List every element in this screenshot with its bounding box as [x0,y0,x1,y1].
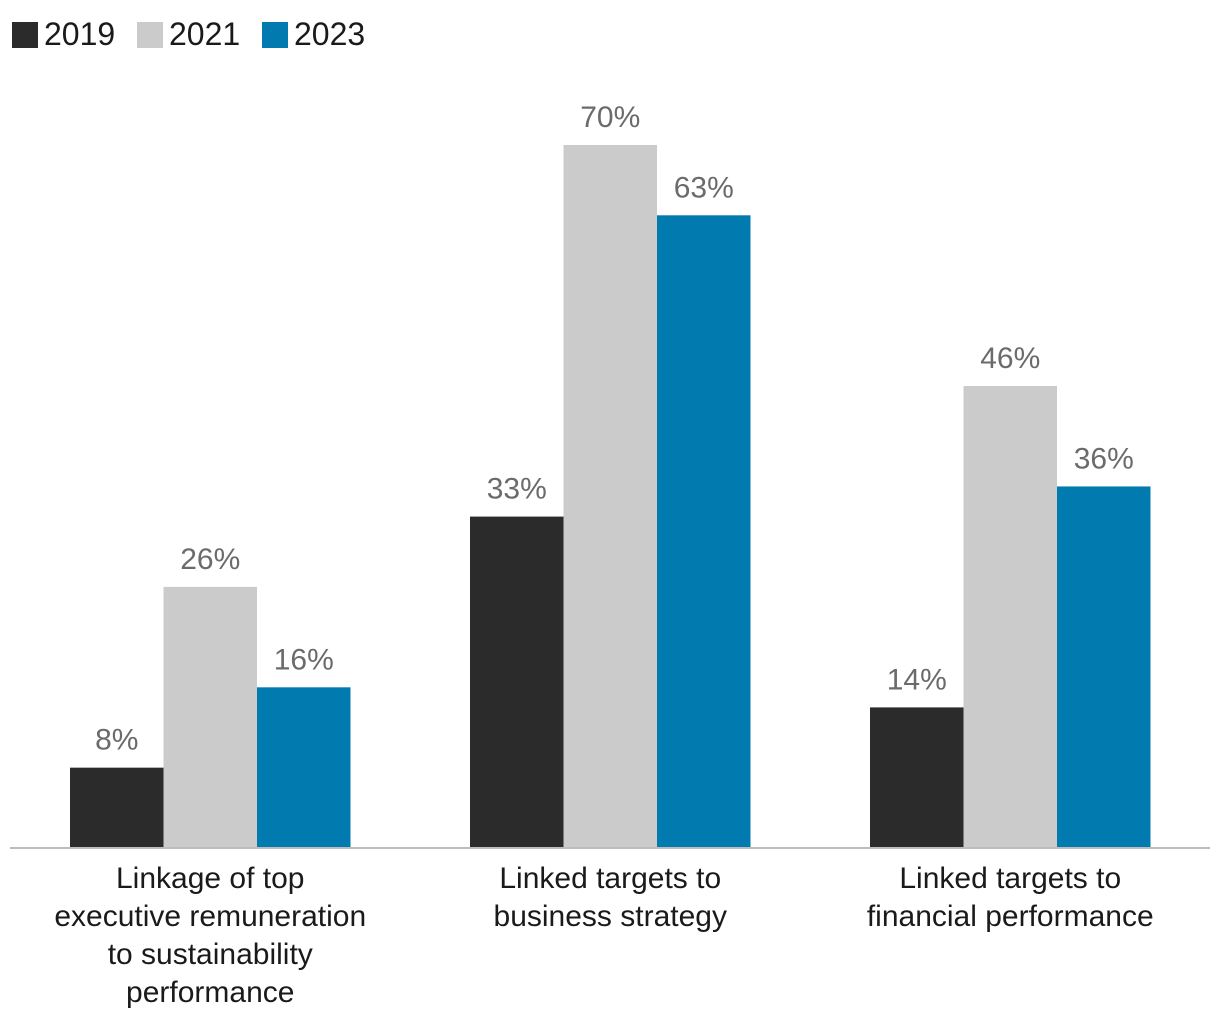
bar-2019-cat1 [70,767,164,848]
bars [70,145,1151,849]
bar-2021-cat3 [963,386,1057,848]
legend-swatch-2023 [262,22,288,48]
bar-2021-cat1 [163,586,257,848]
category-label-2-line2: business strategy [494,900,727,933]
data-label-2023-cat2: 63% [674,171,734,204]
data-label-2021-cat3: 46% [980,342,1040,375]
category-label-3-line1: Linked targets to [899,862,1121,895]
bar-2023-cat1 [257,687,351,848]
legend-label-2023: 2023 [294,16,365,52]
data-label-2021-cat2: 70% [580,101,640,134]
data-label-2023-cat3: 36% [1074,442,1134,475]
data-label-2019-cat3: 14% [887,663,947,696]
data-label-2021-cat1: 26% [180,543,240,576]
legend: 2019 2021 2023 [12,16,365,52]
bar-2019-cat2 [470,516,564,848]
data-label-2019-cat2: 33% [487,473,547,506]
legend-label-2019: 2019 [44,16,115,52]
category-label-3-line2: financial performance [867,900,1154,933]
category-label-1-line2: executive remuneration [54,900,366,933]
legend-swatch-2019 [12,22,38,48]
data-label-2019-cat1: 8% [95,724,138,757]
category-label-2-line1: Linked targets to [499,862,721,895]
category-labels: Linkage of top executive remuneration to s… [54,862,1153,1009]
bar-2023-cat2 [657,215,751,849]
data-labels: 8% 26% 16% 33% 70% 63% 14% 46% 36% [95,101,1134,757]
bar-2019-cat3 [870,707,964,848]
bar-2021-cat2 [563,145,657,848]
category-label-1-line1: Linkage of top [116,862,304,895]
category-label-1-line4: performance [126,976,294,1009]
category-label-1-line3: to sustainability [108,938,313,971]
data-label-2023-cat1: 16% [274,643,334,676]
bar-2023-cat3 [1057,486,1151,848]
legend-label-2021: 2021 [169,16,240,52]
legend-swatch-2021 [137,22,163,48]
